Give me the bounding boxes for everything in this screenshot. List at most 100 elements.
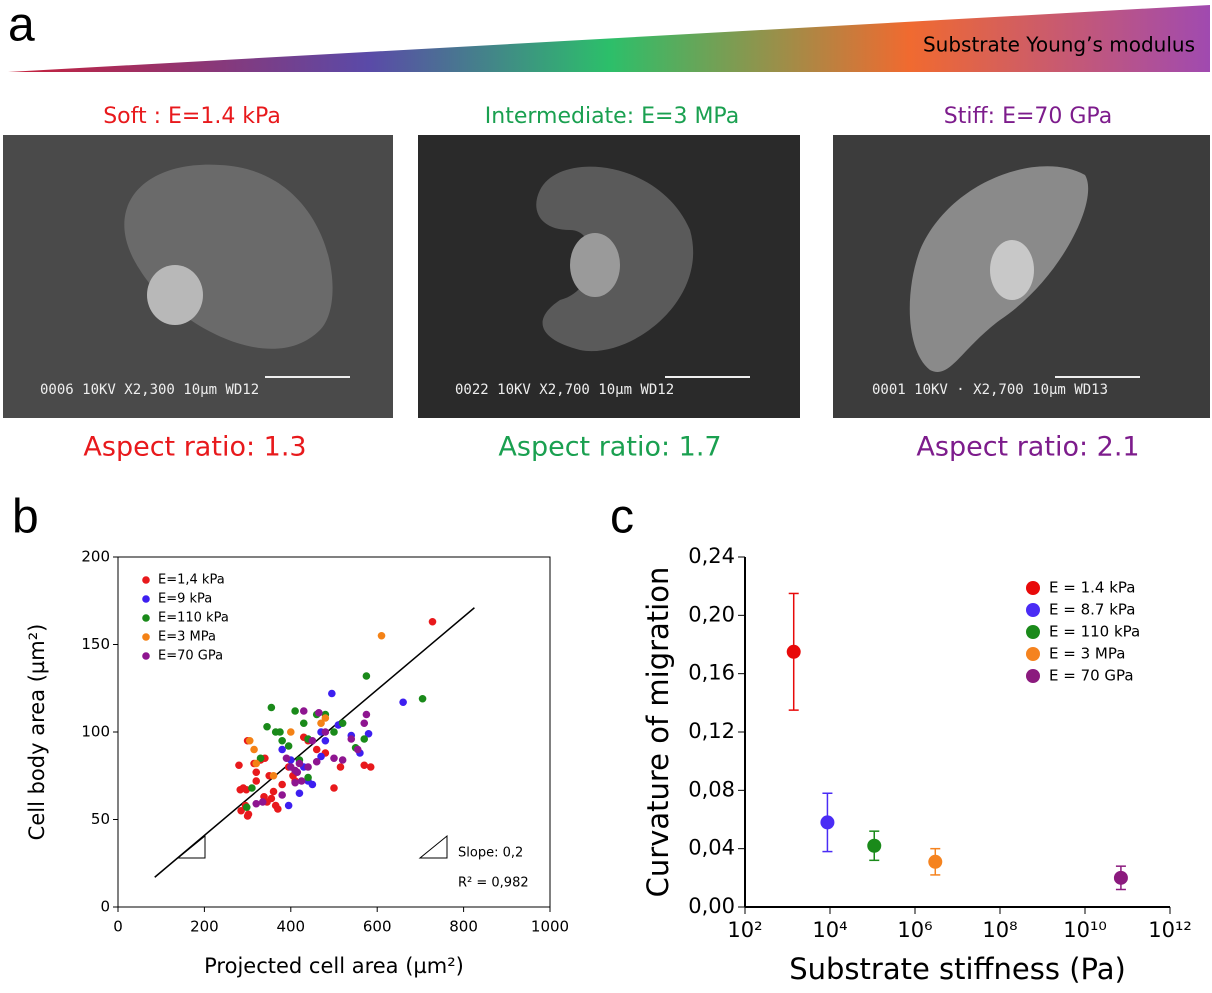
image-panel: Intermediate: E=3 MPa 0022 10KV X2,700 1… (418, 104, 800, 463)
legend-label: E = 70 GPa (1049, 667, 1134, 685)
legend-label: E=110 kPa (158, 611, 229, 626)
y-tick-label: 0 (100, 898, 110, 916)
data-point (287, 728, 295, 736)
data-point (293, 768, 302, 777)
data-point (304, 763, 312, 771)
legend-label: E=9 kPa (158, 592, 212, 607)
x-tick-label: 10¹⁰ (1063, 918, 1107, 942)
x-tick-label: 10² (727, 918, 762, 942)
data-point (295, 789, 304, 798)
data-point (820, 815, 835, 830)
data-point (243, 812, 252, 820)
y-tick-label: 0,00 (688, 894, 735, 918)
data-point (418, 694, 427, 703)
panel-label: c (610, 491, 634, 544)
data-point (336, 763, 345, 771)
x-axis-title: Substrate stiffness (Pa) (789, 952, 1126, 986)
data-point (276, 728, 284, 736)
image-title: Soft : E=1.4 kPa (103, 104, 281, 129)
data-point (235, 761, 243, 770)
data-point (867, 838, 882, 853)
legend-marker (142, 633, 150, 641)
data-point (399, 698, 407, 707)
data-point (353, 745, 362, 754)
y-tick-label: 0,04 (688, 836, 735, 860)
data-point (315, 708, 323, 717)
data-point (360, 761, 369, 770)
cell-body (990, 240, 1034, 300)
data-point (428, 617, 437, 626)
y-tick-label: 200 (81, 548, 110, 566)
data-point (278, 780, 286, 789)
data-point (347, 735, 356, 743)
image-panel: Soft : E=1.4 kPa 0006 10KV X2,300 10µm W… (3, 104, 393, 463)
y-tick-label: 0,20 (688, 602, 735, 626)
data-point (250, 745, 258, 754)
data-point (308, 736, 317, 745)
x-tick-label: 600 (363, 918, 392, 936)
annotation: Slope: 0,2 (458, 846, 523, 861)
data-point (330, 754, 338, 763)
legend-marker (142, 595, 150, 603)
data-point (786, 644, 801, 659)
annotation: R² = 0,982 (458, 876, 529, 891)
data-point (267, 703, 276, 712)
legend-label: E=70 GPa (158, 649, 223, 664)
data-point (299, 719, 308, 728)
data-point (263, 722, 271, 731)
y-axis-title: Cell body area (µm²) (25, 624, 49, 841)
data-point (308, 780, 317, 789)
cell-body (570, 233, 620, 297)
image-overlay: 0001 10KV · X2,700 10µm WD13 (872, 382, 1108, 398)
y-tick-label: 50 (91, 810, 110, 828)
data-point (291, 707, 299, 715)
data-point (269, 771, 278, 780)
image-caption: Aspect ratio: 1.7 (498, 432, 721, 463)
data-point (928, 854, 943, 869)
data-point (278, 736, 286, 745)
legend-label: E = 1.4 kPa (1049, 579, 1135, 597)
image-panel: Stiff: E=70 GPa 0001 10KV · X2,700 10µm … (833, 104, 1210, 463)
panel-label: a (8, 0, 35, 52)
data-point (242, 803, 251, 812)
panel-label: b (12, 491, 39, 544)
legend-marker (1026, 581, 1040, 595)
image-title: Stiff: E=70 GPa (944, 104, 1112, 129)
data-point (366, 763, 375, 771)
legend-label: E=1,4 kPa (158, 573, 225, 588)
data-point (360, 735, 369, 743)
data-point (312, 757, 321, 766)
data-point (278, 791, 286, 799)
legend-label: E = 110 kPa (1049, 623, 1140, 641)
data-point (1113, 870, 1128, 885)
y-tick-label: 0,24 (688, 544, 735, 568)
data-point (284, 801, 293, 810)
data-point (328, 689, 336, 698)
legend-label: E = 3 MPa (1049, 645, 1125, 663)
y-tick-label: 0,16 (688, 661, 735, 685)
stiffness-gradient (8, 5, 1210, 72)
data-point (252, 768, 261, 777)
legend-marker (142, 652, 150, 660)
image-title: Intermediate: E=3 MPa (485, 104, 739, 129)
x-tick-label: 0 (113, 918, 123, 936)
y-axis-title: Curvature of migration (641, 567, 675, 898)
data-point (330, 728, 338, 736)
data-point (237, 806, 245, 815)
data-point (295, 759, 304, 768)
legend-label: E = 8.7 kPa (1049, 601, 1135, 619)
data-point (304, 773, 312, 782)
data-point (274, 805, 282, 813)
data-point (269, 787, 278, 796)
data-point (297, 777, 306, 785)
data-point (278, 745, 286, 754)
data-point (258, 798, 267, 806)
gradient-label: Substrate Young’s modulus (923, 33, 1195, 57)
data-point (245, 736, 254, 745)
data-point (317, 719, 325, 728)
x-axis-title: Projected cell area (µm²) (204, 954, 464, 978)
data-point (362, 710, 371, 719)
x-tick-label: 10¹² (1148, 918, 1192, 942)
x-tick-label: 200 (190, 918, 219, 936)
